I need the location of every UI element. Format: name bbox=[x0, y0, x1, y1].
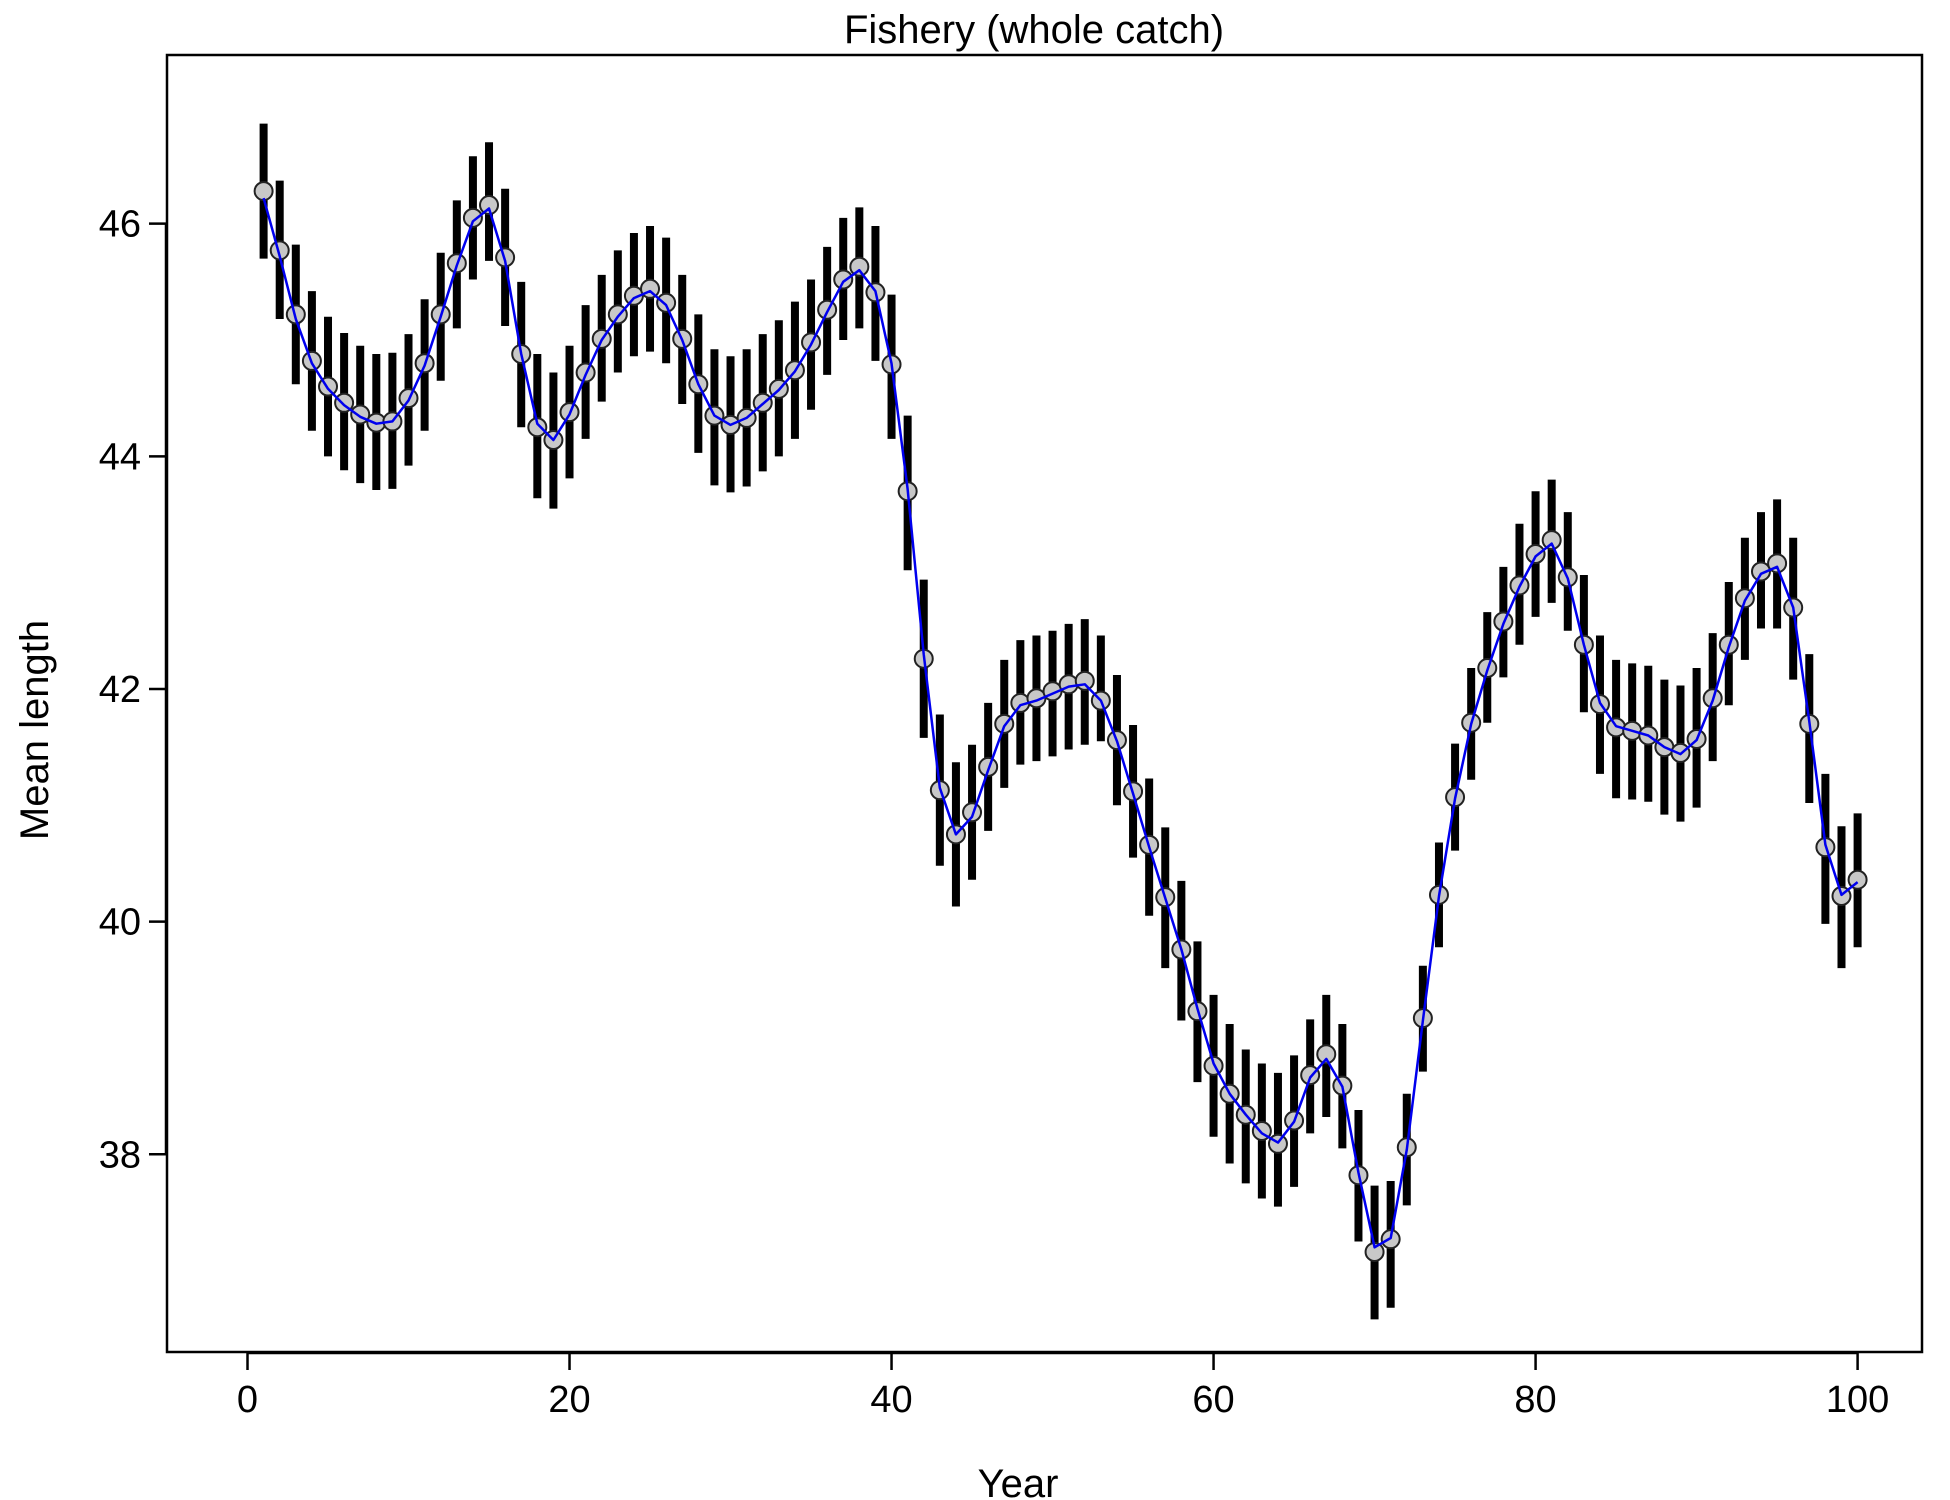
observed-point bbox=[1541, 530, 1562, 551]
observed-point bbox=[1525, 544, 1546, 565]
y-tick-label: 44 bbox=[99, 436, 141, 478]
observed-point bbox=[479, 195, 500, 216]
observed-point bbox=[849, 256, 870, 277]
y-axis-label: Mean length bbox=[13, 620, 57, 840]
x-tick-label: 40 bbox=[870, 1379, 912, 1421]
y-axis: 38 40 42 44 46 bbox=[99, 204, 168, 1176]
y-tick-label: 42 bbox=[99, 669, 141, 711]
observed-point bbox=[1316, 1044, 1337, 1065]
x-tick-label: 60 bbox=[1192, 1379, 1234, 1421]
x-axis-label: Year bbox=[978, 1462, 1059, 1500]
y-tick-label: 38 bbox=[99, 1134, 141, 1176]
observed-point bbox=[1750, 561, 1771, 582]
x-tick-label: 100 bbox=[1826, 1379, 1889, 1421]
x-tick-label: 80 bbox=[1514, 1379, 1556, 1421]
observed-point bbox=[962, 802, 983, 823]
y-tick-label: 40 bbox=[99, 902, 141, 944]
y-tick-label: 46 bbox=[99, 204, 141, 246]
observed-point bbox=[833, 269, 854, 290]
observed-point bbox=[1074, 670, 1095, 691]
observed-point bbox=[462, 207, 483, 228]
fitted-line bbox=[262, 197, 1859, 1249]
observed-point bbox=[253, 181, 274, 202]
observed-points bbox=[253, 181, 1868, 1262]
x-tick-label: 20 bbox=[548, 1379, 590, 1421]
chart-title: Fishery (whole catch) bbox=[844, 8, 1224, 52]
observed-point bbox=[656, 292, 677, 313]
fitted-line-group bbox=[262, 197, 1859, 1249]
x-axis: 0 20 40 60 80 100 bbox=[237, 1351, 1889, 1421]
x-tick-label: 0 bbox=[237, 1379, 258, 1421]
